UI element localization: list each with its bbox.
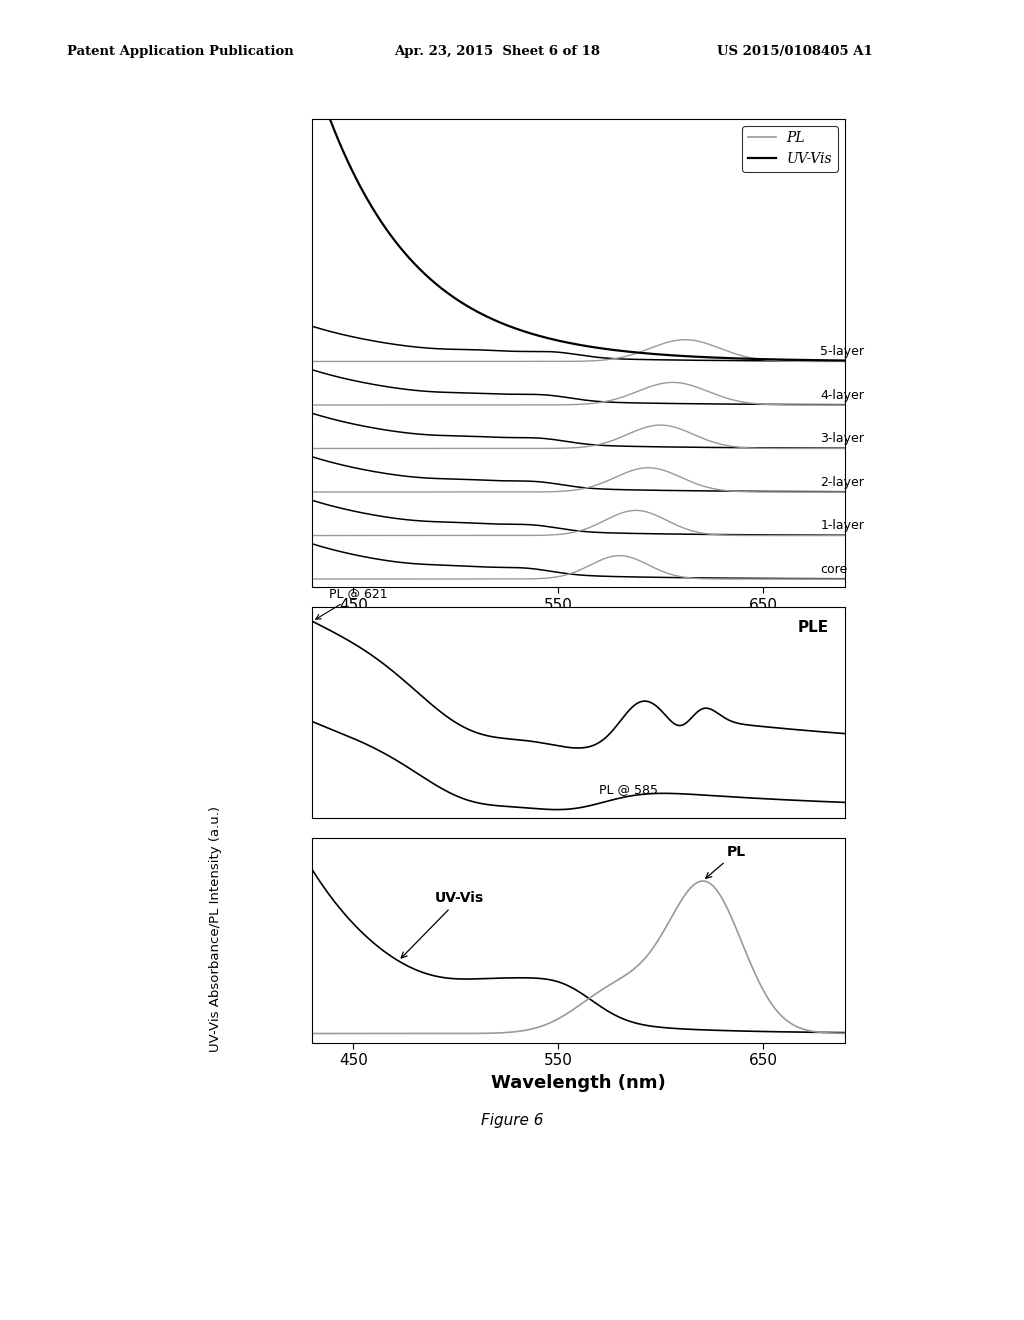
Text: US 2015/0108405 A1: US 2015/0108405 A1 [717, 45, 872, 58]
X-axis label: Wavelength (nm): Wavelength (nm) [492, 1073, 666, 1092]
Text: Figure 6: Figure 6 [480, 1113, 544, 1127]
Text: 2-layer: 2-layer [820, 475, 864, 488]
Text: 3-layer: 3-layer [820, 432, 864, 445]
Text: core: core [820, 562, 848, 576]
Text: PLE: PLE [798, 619, 828, 635]
Text: UV-Vis Absorbance/PL Intensity (a.u.): UV-Vis Absorbance/PL Intensity (a.u.) [209, 807, 221, 1052]
Text: PL @ 585: PL @ 585 [599, 783, 658, 796]
Text: Patent Application Publication: Patent Application Publication [67, 45, 293, 58]
Text: 1-layer: 1-layer [820, 519, 864, 532]
Text: UV-Vis: UV-Vis [401, 891, 484, 958]
Text: 4-layer: 4-layer [820, 388, 864, 401]
Text: 5-layer: 5-layer [820, 345, 864, 358]
X-axis label: Wavelength (nm): Wavelength (nm) [507, 618, 650, 636]
Text: PL: PL [706, 845, 746, 878]
Text: Apr. 23, 2015  Sheet 6 of 18: Apr. 23, 2015 Sheet 6 of 18 [394, 45, 600, 58]
Text: PL @ 621: PL @ 621 [315, 587, 387, 619]
Legend: PL, UV-Vis: PL, UV-Vis [742, 125, 838, 172]
